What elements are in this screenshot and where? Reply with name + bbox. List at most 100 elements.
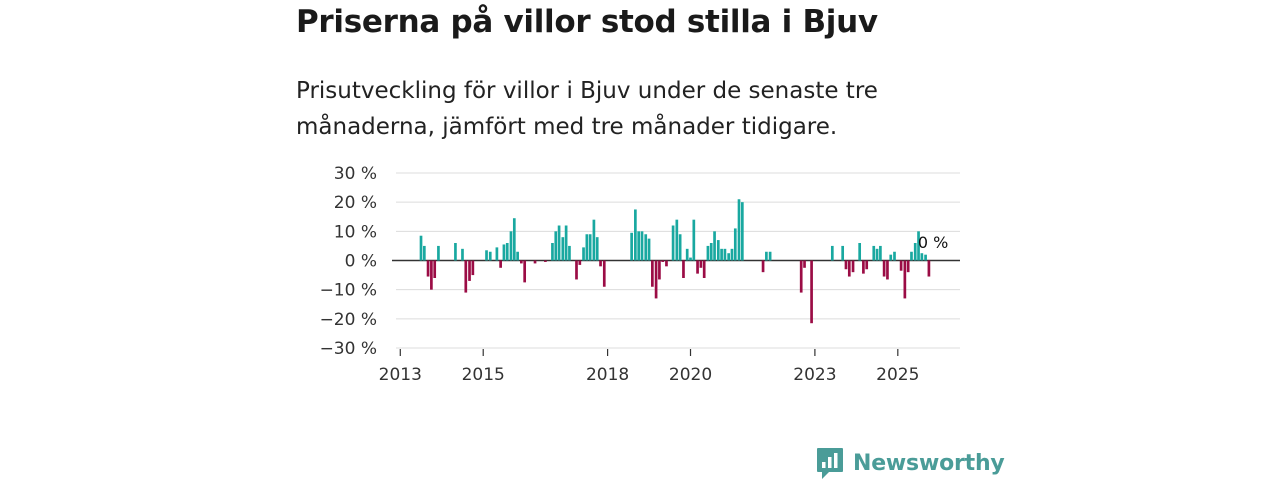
y-tick-label: 0 %	[345, 252, 377, 272]
bar	[575, 260, 578, 280]
bar	[644, 234, 648, 261]
bar	[516, 251, 519, 261]
x-tick-label: 2023	[793, 365, 836, 385]
y-tick-label: 20 %	[334, 193, 377, 213]
bar	[910, 251, 913, 261]
bar	[730, 248, 734, 261]
y-tick-label: 30 %	[334, 164, 377, 184]
bar	[582, 247, 585, 261]
bar	[564, 225, 568, 261]
bar	[882, 260, 886, 277]
bar	[844, 260, 848, 270]
x-tick-label: 2015	[462, 365, 505, 385]
bar	[917, 231, 920, 261]
bar	[682, 260, 685, 278]
chart-subtitle: Prisutveckling för villor i Bjuv under d…	[296, 78, 878, 140]
bar	[879, 245, 882, 261]
bar	[592, 219, 596, 261]
bar	[505, 243, 509, 261]
bar	[588, 234, 592, 261]
bar	[906, 260, 910, 273]
bar	[454, 243, 457, 261]
bar	[702, 260, 706, 278]
bar	[561, 237, 565, 261]
bar	[761, 260, 765, 273]
bar	[720, 248, 723, 261]
y-tick-label: −10 %	[320, 281, 377, 301]
bar	[733, 228, 737, 261]
bar	[523, 260, 527, 283]
bar	[858, 243, 862, 261]
bar	[654, 260, 658, 299]
bar	[699, 260, 703, 268]
last-value-label: 0 %	[918, 233, 948, 252]
bar	[675, 219, 679, 261]
bar	[685, 248, 689, 261]
bar	[658, 260, 661, 280]
brand-name: Newsworthy	[853, 450, 1005, 476]
bar	[433, 260, 437, 278]
bar	[886, 260, 889, 280]
x-axis: 2013 2015 2018 2020 2023 2025	[379, 349, 919, 385]
bar	[671, 225, 675, 261]
bar	[713, 231, 716, 261]
bar	[889, 254, 893, 261]
bar	[899, 260, 903, 271]
bar	[862, 260, 865, 274]
bar	[903, 260, 907, 299]
bar	[678, 234, 682, 261]
bars	[419, 199, 931, 324]
bar	[637, 231, 641, 261]
bar	[768, 251, 772, 261]
y-tick-label: −20 %	[320, 310, 377, 330]
bar	[709, 243, 713, 261]
bar	[799, 260, 803, 293]
bar	[495, 247, 499, 261]
bar	[551, 243, 554, 261]
x-tick-label: 2020	[669, 365, 712, 385]
bar	[706, 245, 710, 261]
bar	[437, 245, 440, 261]
bar	[803, 260, 806, 268]
bar	[471, 260, 475, 276]
y-tick-label: 10 %	[334, 222, 377, 242]
bar	[602, 260, 606, 287]
bar	[696, 260, 699, 274]
bar	[727, 253, 730, 261]
bar	[665, 260, 668, 267]
bar	[419, 235, 423, 261]
bar	[661, 260, 665, 262]
bar	[599, 260, 602, 267]
bar	[544, 260, 547, 262]
bar	[913, 243, 917, 261]
bar	[920, 253, 924, 261]
bar	[509, 231, 513, 261]
bar	[737, 199, 741, 261]
bar	[502, 244, 506, 261]
bar	[740, 202, 744, 261]
bar	[865, 260, 869, 270]
bar	[830, 245, 834, 261]
bar	[847, 260, 851, 277]
bar	[640, 231, 644, 261]
bar	[875, 248, 879, 261]
bar	[647, 238, 651, 261]
bar	[578, 260, 582, 265]
y-tick-label: −30 %	[320, 339, 377, 359]
bar	[924, 254, 927, 261]
bar	[533, 260, 537, 264]
brand-logo: Newsworthy	[815, 446, 1005, 480]
bar	[692, 219, 696, 261]
bar	[426, 260, 430, 277]
x-tick-label: 2025	[876, 365, 919, 385]
bar	[464, 260, 468, 293]
bar	[430, 260, 433, 290]
bar	[634, 209, 637, 261]
bar	[893, 251, 896, 261]
newsworthy-logo-icon	[817, 448, 843, 479]
bar	[841, 245, 845, 261]
bar	[851, 260, 855, 273]
bar	[557, 225, 561, 261]
bar	[499, 260, 502, 268]
bar	[689, 257, 692, 261]
